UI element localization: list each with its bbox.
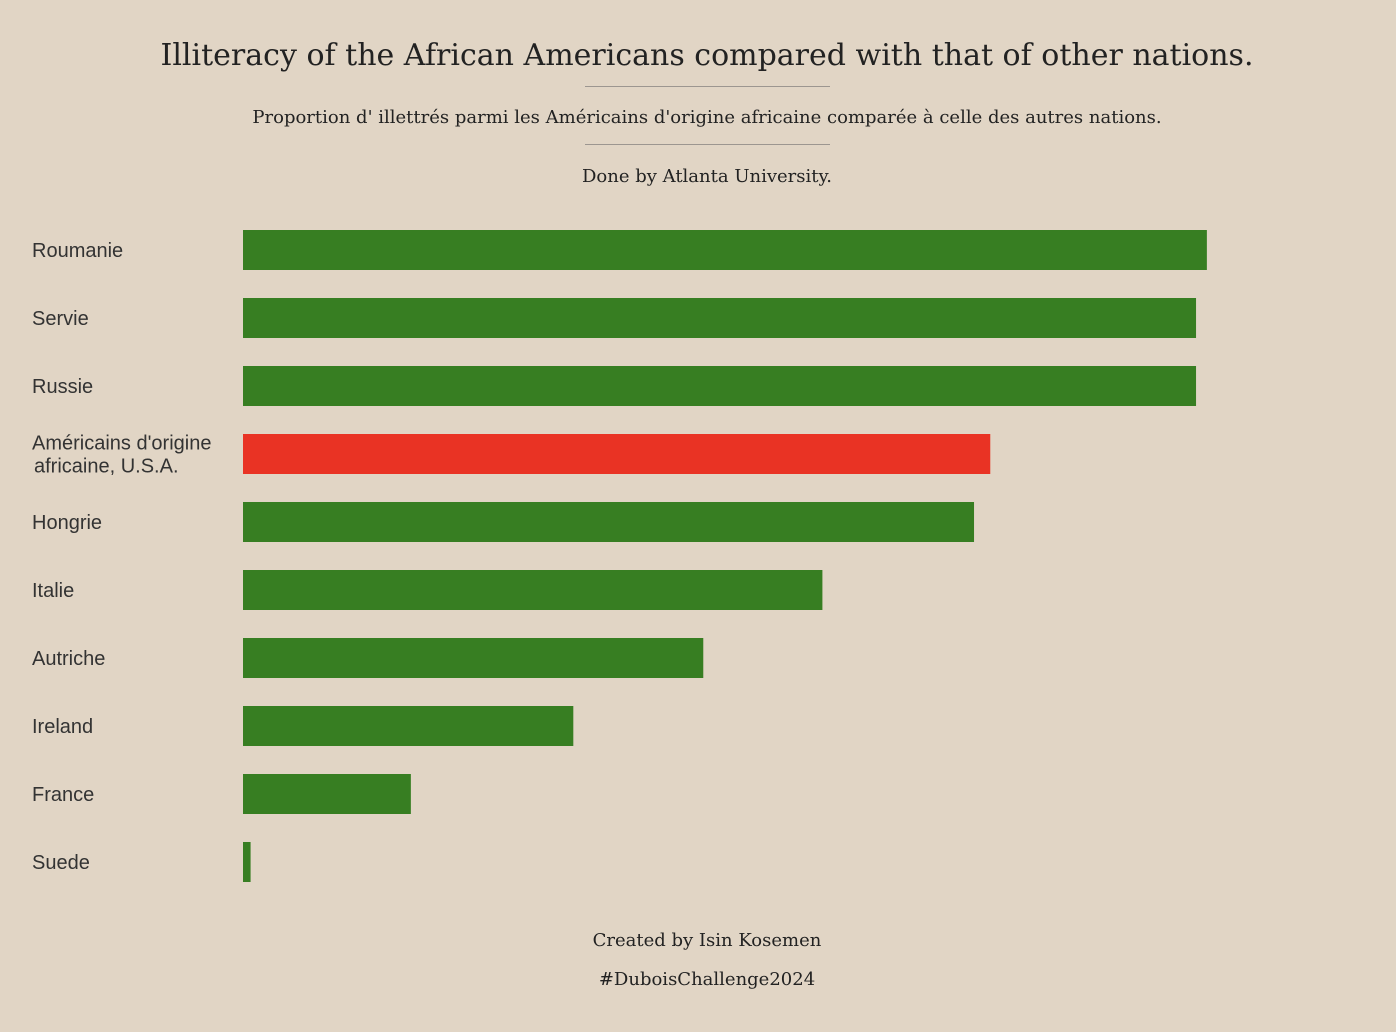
footer-author: Created by Isin Kosemen — [592, 930, 822, 951]
category-label-9: Suede — [32, 852, 90, 874]
category-label-7: Ireland — [32, 716, 93, 738]
category-label-1: Servie — [32, 308, 89, 330]
category-label-5: Italie — [32, 580, 74, 602]
category-label-6: Autriche — [32, 648, 105, 670]
bar-6 — [243, 638, 704, 678]
bar-7 — [243, 706, 574, 746]
bar-2 — [243, 366, 1197, 406]
bar-9 — [243, 842, 251, 882]
bar-0 — [243, 230, 1207, 270]
category-label-8: France — [32, 784, 94, 806]
bar-1 — [243, 298, 1197, 338]
bar-4 — [243, 502, 975, 542]
title-divider — [585, 86, 830, 87]
category-label-2: Russie — [32, 376, 93, 398]
bar-3 — [243, 434, 991, 474]
footer-hashtag: #DuboisChallenge2024 — [598, 969, 816, 990]
category-label-4: Hongrie — [32, 512, 102, 534]
chart-title: Illiteracy of the African Americans comp… — [160, 38, 1254, 73]
bar-5 — [243, 570, 823, 610]
category-label-0: Roumanie — [32, 240, 123, 262]
category-label-3: Américains d'origine africaine, U.S.A. — [32, 433, 211, 478]
chart-subtitle: Proportion d' illettrés parmi les Améric… — [252, 107, 1162, 128]
bar-8 — [243, 774, 411, 814]
chart-credit: Done by Atlanta University. — [581, 166, 832, 187]
subtitle-divider — [585, 144, 830, 145]
